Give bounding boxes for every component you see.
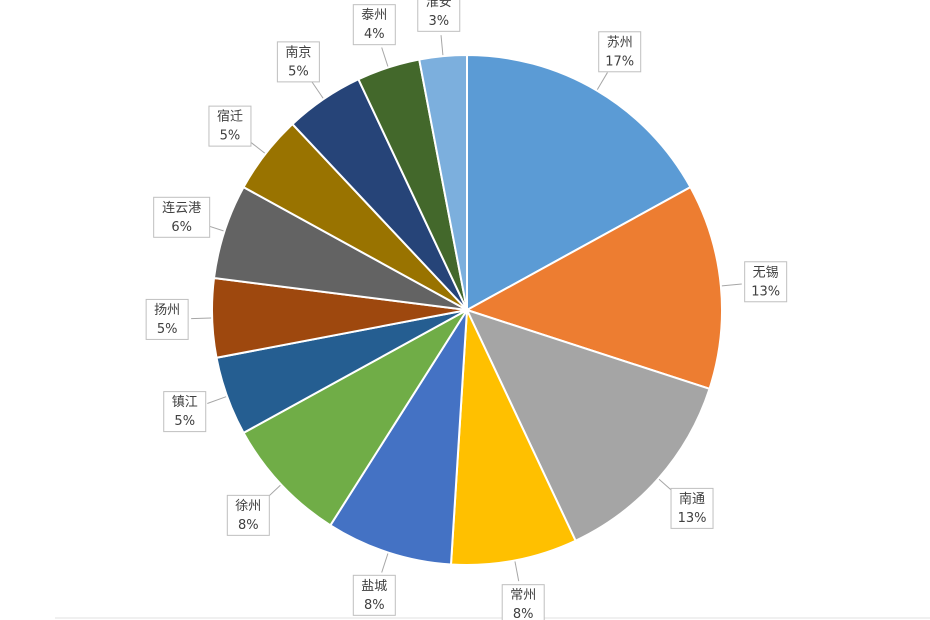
label-box: [208, 105, 252, 147]
leader-line: [514, 561, 520, 582]
category-label: 盐城: [361, 579, 387, 594]
label-box: [352, 4, 396, 46]
category-label: 苏州: [607, 34, 633, 50]
category-label: 南通: [679, 491, 705, 507]
label-box: [145, 298, 189, 340]
pie-slice: [328, 309, 468, 566]
value-label: 8%: [513, 607, 534, 620]
value-label: 17%: [605, 54, 634, 69]
pie-slice: [466, 53, 692, 312]
label-box: [352, 574, 396, 616]
category-label: 连云港: [162, 200, 201, 216]
leader-line: [381, 47, 389, 67]
leader-line: [596, 72, 608, 90]
label-box: [417, 0, 461, 32]
category-label: 泰州: [361, 8, 387, 23]
label-box: [598, 31, 642, 73]
leader-line: [381, 553, 389, 573]
label-box: [670, 487, 714, 529]
label-box: [163, 391, 207, 433]
value-label: 5%: [288, 64, 309, 79]
label-box: [226, 494, 270, 536]
category-label: 南京: [285, 44, 311, 60]
leader-line: [207, 396, 227, 404]
value-label: 3%: [428, 14, 449, 29]
pie-slice: [418, 53, 468, 311]
value-label: 4%: [364, 27, 385, 42]
category-label: 徐州: [235, 499, 261, 514]
label-box: [744, 261, 788, 303]
category-label: 扬州: [154, 303, 180, 318]
category-label: 无锡: [753, 265, 779, 280]
category-label: 宿迁: [217, 109, 243, 125]
value-label: 8%: [238, 518, 259, 533]
label-box: [501, 584, 545, 620]
value-label: 13%: [678, 511, 707, 526]
value-label: 8%: [364, 598, 385, 613]
label-box: [276, 41, 320, 83]
value-label: 5%: [174, 414, 195, 429]
leader-line: [248, 140, 266, 154]
pie-slice: [242, 309, 468, 527]
category-label: 镇江: [172, 395, 198, 410]
value-label: 13%: [751, 284, 780, 299]
label-box: [153, 196, 211, 238]
pie-slice: [465, 308, 711, 543]
leader-line: [440, 35, 444, 56]
category-label: 淮安: [426, 0, 452, 10]
pie-slice: [449, 309, 577, 566]
category-label: 常州: [510, 588, 536, 603]
leader-line: [311, 81, 324, 99]
leader-line: [721, 283, 742, 287]
value-label: 5%: [157, 322, 178, 337]
value-label: 5%: [220, 129, 241, 144]
leader-line: [191, 317, 212, 320]
pie-slice: [464, 185, 723, 391]
value-label: 6%: [171, 220, 192, 235]
